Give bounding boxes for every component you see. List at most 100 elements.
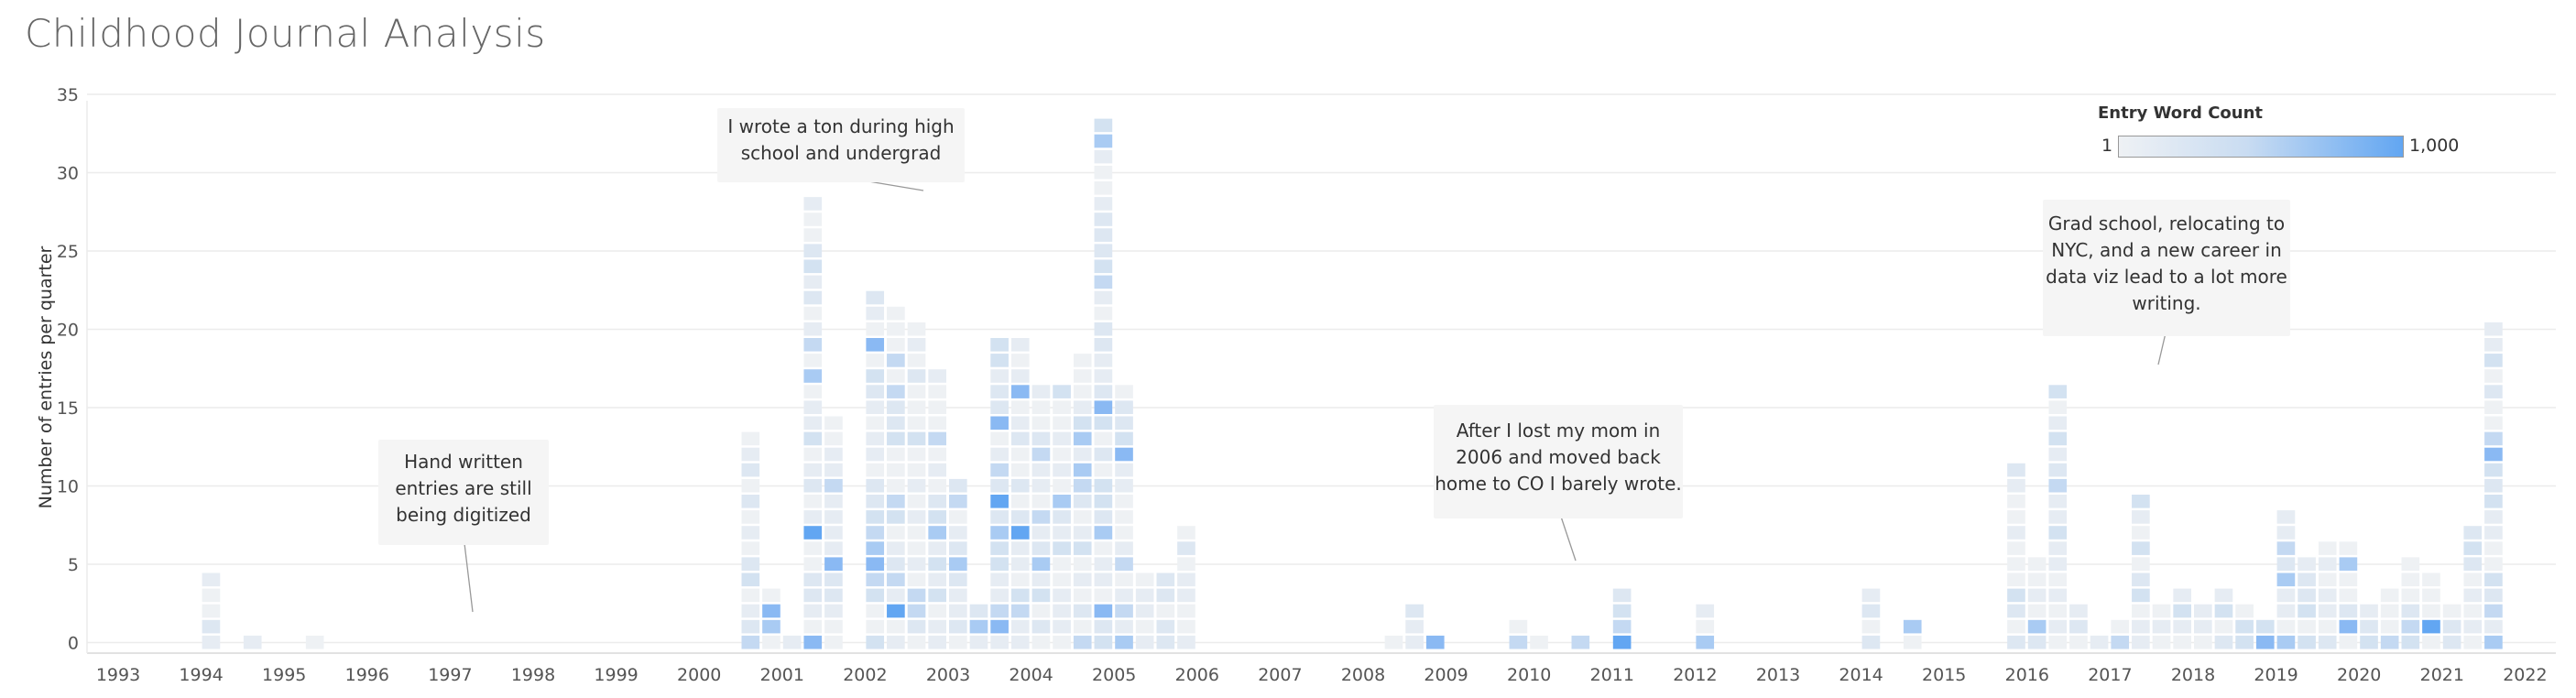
entry-square [2048,463,2068,477]
entry-square [741,635,760,649]
entry-square [2484,338,2503,352]
entry-square [1010,431,1030,446]
entry-square [990,431,1009,446]
entry-square [990,463,1009,477]
entry-square [866,588,885,603]
entry-square [803,275,823,289]
entry-square [1612,619,1632,634]
entry-square [1094,604,1113,618]
annotation-hand-written: Hand written entries are still being digit… [378,440,549,545]
entry-square [1115,588,1133,603]
entry-square [2255,635,2275,649]
entry-square [2298,619,2316,634]
entry-square [1177,635,1195,649]
entry-square [803,495,823,508]
entry-square [741,478,760,493]
entry-square [1115,431,1133,446]
entry-square [1156,619,1175,634]
entry-square [2007,604,2025,618]
x-tick-label: 2014 [1839,665,1883,685]
entry-square [1073,463,1092,477]
annotation-leader-line [463,535,474,613]
entry-square [907,416,926,431]
entry-square [803,290,823,305]
entry-square [2194,604,2212,618]
entry-square [1094,259,1113,274]
bar-stack [1094,118,1113,649]
entry-square [824,463,843,477]
entry-square [2360,619,2378,634]
entry-square [1031,588,1051,603]
entry-square [2132,557,2150,571]
entry-square [2339,541,2358,555]
entry-square [803,369,823,383]
entry-square [2048,385,2068,398]
entry-square [1696,635,1715,649]
entry-square [2048,526,2068,540]
x-tick-label: 1997 [428,665,472,685]
entry-square [1010,619,1030,634]
x-tick-label: 2010 [1507,665,1551,685]
bar-stack [1530,635,1548,649]
entry-square [305,635,324,649]
entry-square [803,526,823,540]
entry-square [887,510,905,524]
entry-square [990,604,1009,618]
entry-square [2339,588,2358,603]
x-tick-label: 1998 [511,665,555,685]
x-tick-label: 2001 [760,665,804,685]
entry-square [907,322,926,336]
entry-square [866,495,885,508]
entry-square [2463,557,2483,571]
entry-square [1094,369,1113,383]
entry-square [887,557,905,571]
entry-square [2132,619,2150,634]
entry-square [1053,495,1071,508]
entry-square [1053,635,1071,649]
entry-square [990,338,1009,352]
entry-square [1094,354,1113,367]
entry-square [1094,416,1113,431]
entry-square [1073,495,1092,508]
entry-square [1073,619,1092,634]
entry-square [928,604,946,618]
entry-square [2484,541,2503,555]
x-tick-label: 2016 [2005,665,2049,685]
entry-square [866,431,885,446]
entry-square [1094,213,1113,226]
entry-square [1053,385,1071,398]
entry-square [949,588,967,603]
entry-square [2484,478,2503,493]
entry-square [907,557,926,571]
entry-square [1031,495,1051,508]
bar-stack [1010,338,1030,649]
entry-square [866,322,885,336]
entry-square [741,557,760,571]
entry-square [907,369,926,383]
bar-stack [1571,635,1590,649]
entry-square [2484,635,2503,649]
entry-square [1177,619,1195,634]
entry-square [2048,635,2068,649]
entry-square [803,588,823,603]
entry-square [2401,588,2420,603]
bar-stack [1384,635,1403,649]
bar-stack [2484,322,2503,649]
legend-title: Entry Word Count [2098,104,2264,123]
entry-square [866,447,885,462]
entry-square [990,385,1009,398]
entry-square [2484,400,2503,414]
entry-square [1053,588,1071,603]
entry-square [866,541,885,555]
x-tick-label: 2005 [1092,665,1136,685]
entry-square [2007,478,2025,493]
entry-square [1053,478,1071,493]
entry-square [2318,619,2337,634]
entry-square [928,416,946,431]
entry-square [2048,573,2068,587]
entry-square [887,416,905,431]
bar-stack [1612,588,1632,649]
entry-square [1031,573,1051,587]
entry-square [907,510,926,524]
entry-square [949,635,967,649]
